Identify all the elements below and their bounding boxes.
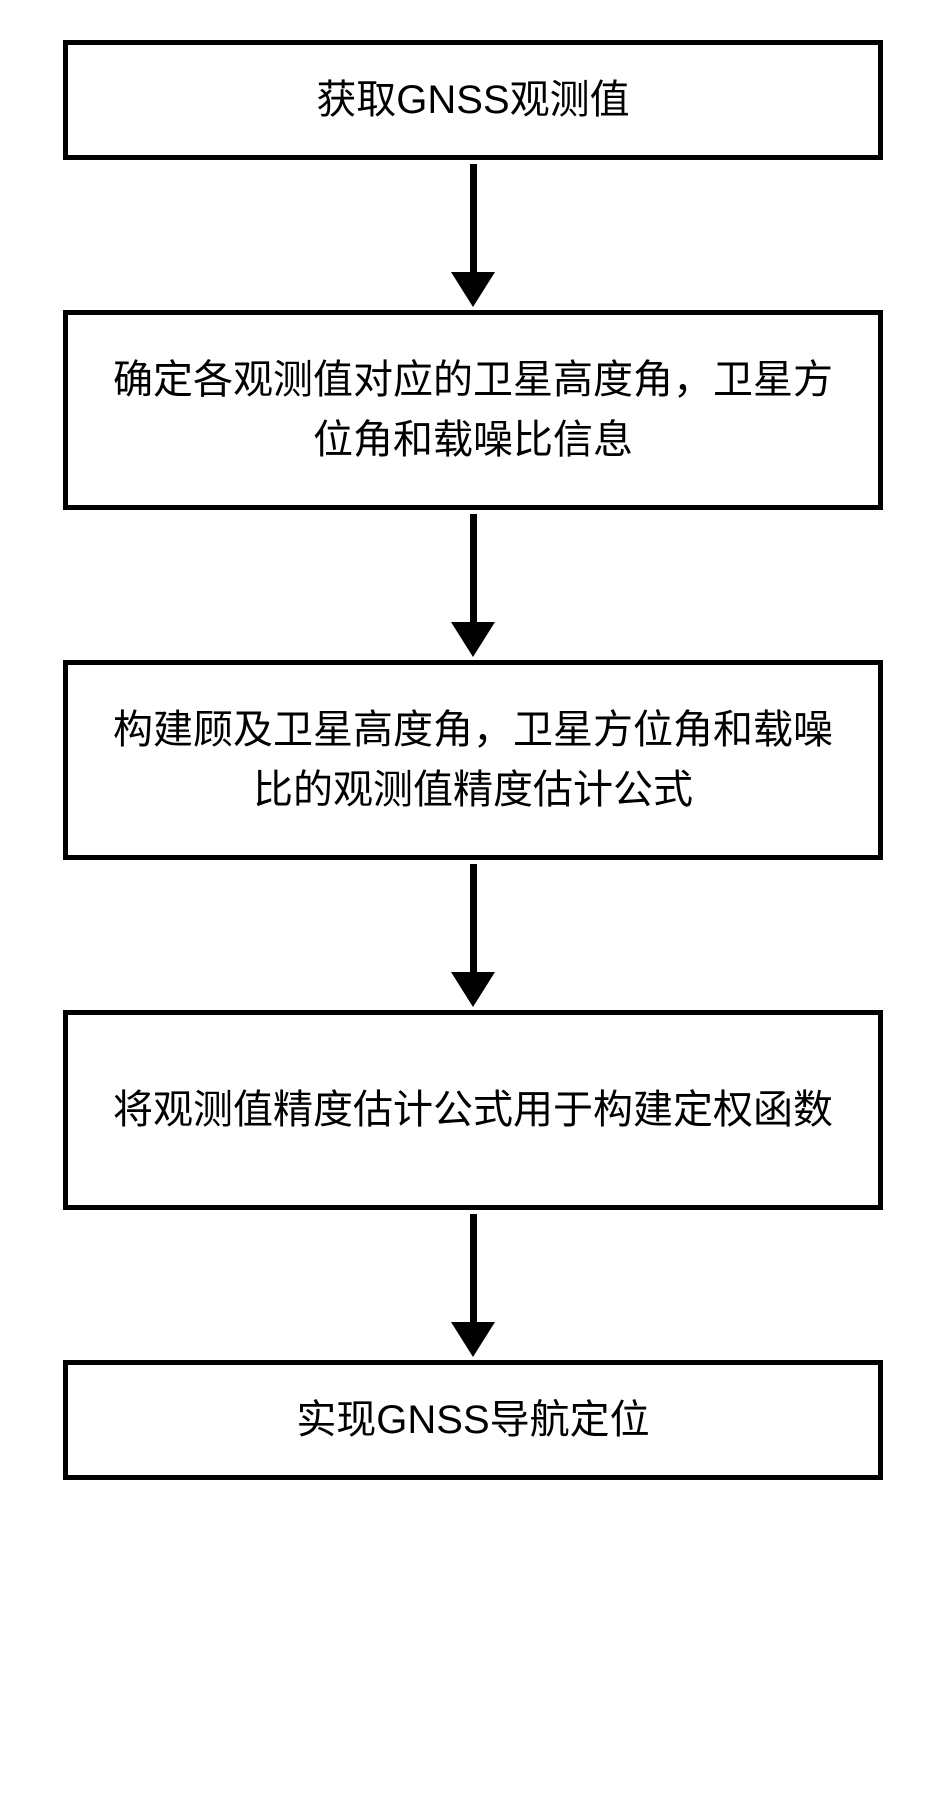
arrow-down-icon [451,860,495,1010]
arrow-head [451,622,495,657]
arrow-line [470,864,477,974]
arrow-line [470,1214,477,1324]
arrow-head [451,972,495,1007]
flowchart-node: 将观测值精度估计公式用于构建定权函数 [63,1010,883,1210]
arrow-down-icon [451,160,495,310]
node-text: 实现GNSS导航定位 [296,1390,649,1450]
arrow-down-icon [451,1210,495,1360]
flowchart-container: 获取GNSS观测值 确定各观测值对应的卫星高度角，卫星方位角和载噪比信息 构建顾… [63,40,883,1480]
arrow-line [470,514,477,624]
node-text: 构建顾及卫星高度角，卫星方位角和载噪比的观测值精度估计公式 [98,700,848,820]
flowchart-node: 获取GNSS观测值 [63,40,883,160]
node-text: 获取GNSS观测值 [316,70,629,130]
arrow-line [470,164,477,274]
flowchart-node: 实现GNSS导航定位 [63,1360,883,1480]
flowchart-node: 构建顾及卫星高度角，卫星方位角和载噪比的观测值精度估计公式 [63,660,883,860]
arrow-head [451,1322,495,1357]
node-text: 确定各观测值对应的卫星高度角，卫星方位角和载噪比信息 [98,350,848,470]
arrow-down-icon [451,510,495,660]
arrow-head [451,272,495,307]
node-text: 将观测值精度估计公式用于构建定权函数 [113,1080,833,1140]
flowchart-node: 确定各观测值对应的卫星高度角，卫星方位角和载噪比信息 [63,310,883,510]
